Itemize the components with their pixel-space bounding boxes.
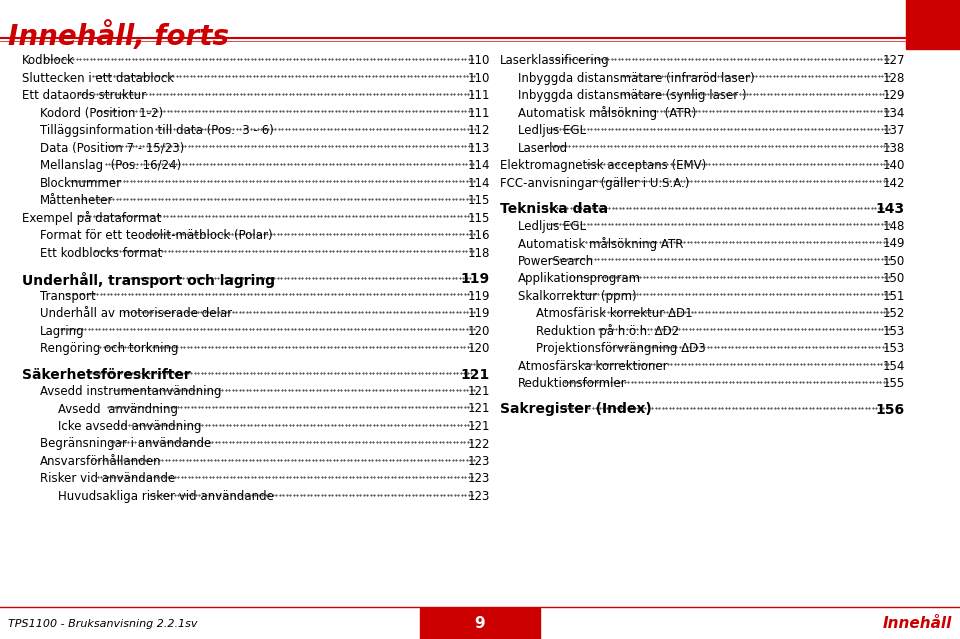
Text: 123: 123 xyxy=(468,490,490,503)
Text: 153: 153 xyxy=(883,342,905,355)
Text: Applikationsprogram: Applikationsprogram xyxy=(518,272,641,285)
Text: Mellanslag  (Pos. 16/24): Mellanslag (Pos. 16/24) xyxy=(40,159,181,172)
Text: 148: 148 xyxy=(882,220,905,233)
Text: Tilläggsinformation till data (Pos.  3 - 6): Tilläggsinformation till data (Pos. 3 - … xyxy=(40,124,274,137)
Text: Reduktionsformler: Reduktionsformler xyxy=(518,377,627,390)
Text: 110: 110 xyxy=(468,72,490,84)
Text: Automatisk målsökning  (ATR): Automatisk målsökning (ATR) xyxy=(518,107,696,121)
Text: 120: 120 xyxy=(468,325,490,337)
Text: Reduktion på h.ö.h. ΔD2: Reduktion på h.ö.h. ΔD2 xyxy=(536,325,680,339)
Text: 114: 114 xyxy=(468,159,490,172)
Text: 152: 152 xyxy=(882,307,905,320)
Text: Format för ett teodolit-mätblock (Polar): Format för ett teodolit-mätblock (Polar) xyxy=(40,229,273,242)
Text: 114: 114 xyxy=(468,176,490,190)
Text: 156: 156 xyxy=(876,403,905,417)
Text: Huvudsakliga risker vid användande: Huvudsakliga risker vid användande xyxy=(58,490,274,503)
Text: Ledljus EGL: Ledljus EGL xyxy=(518,124,587,137)
Text: Atmosfärisk korrektur ΔD1: Atmosfärisk korrektur ΔD1 xyxy=(536,307,692,320)
Text: Ett dataords struktur: Ett dataords struktur xyxy=(22,89,146,102)
Text: PowerSearch: PowerSearch xyxy=(518,254,594,268)
Text: TPS1100 - Bruksanvisning 2.2.1sv: TPS1100 - Bruksanvisning 2.2.1sv xyxy=(8,619,198,629)
Text: 120: 120 xyxy=(468,342,490,355)
Text: Risker vid användande: Risker vid användande xyxy=(40,472,176,486)
Text: 154: 154 xyxy=(882,360,905,373)
Text: Måttenheter: Måttenheter xyxy=(40,194,113,207)
Text: 128: 128 xyxy=(882,72,905,84)
Text: 151: 151 xyxy=(882,289,905,302)
Text: 111: 111 xyxy=(468,107,490,119)
Text: Skalkorrektur (ppm): Skalkorrektur (ppm) xyxy=(518,289,636,302)
Text: Atmosfärska korrektioner: Atmosfärska korrektioner xyxy=(518,360,667,373)
Bar xyxy=(906,0,960,49)
Text: 142: 142 xyxy=(882,176,905,190)
Text: FCC-anvisningar (gäller i U.S.A.): FCC-anvisningar (gäller i U.S.A.) xyxy=(500,176,689,190)
Text: Kodord (Position 1-2): Kodord (Position 1-2) xyxy=(40,107,163,119)
Bar xyxy=(420,608,540,639)
Text: 123: 123 xyxy=(468,455,490,468)
Text: 140: 140 xyxy=(882,159,905,172)
Text: Laserlod: Laserlod xyxy=(518,141,568,155)
Text: Inbyggda distansmätare (synlig laser ): Inbyggda distansmätare (synlig laser ) xyxy=(518,89,747,102)
Text: 143: 143 xyxy=(876,202,905,216)
Text: 119: 119 xyxy=(468,307,490,320)
Text: Kodblock: Kodblock xyxy=(22,54,75,67)
Text: Avsedd instrumentanvändning: Avsedd instrumentanvändning xyxy=(40,385,222,398)
Text: Begränsningar i användande: Begränsningar i användande xyxy=(40,438,211,450)
Text: 110: 110 xyxy=(468,54,490,67)
Text: 127: 127 xyxy=(882,54,905,67)
Text: Innehåll, forts: Innehåll, forts xyxy=(8,21,229,51)
Text: 9: 9 xyxy=(474,617,486,631)
Text: 153: 153 xyxy=(883,325,905,337)
Text: Data (Position 7 - 15/23): Data (Position 7 - 15/23) xyxy=(40,141,184,155)
Text: 116: 116 xyxy=(468,229,490,242)
Text: Ett kodblocks format: Ett kodblocks format xyxy=(40,247,162,259)
Text: 138: 138 xyxy=(883,141,905,155)
Text: 121: 121 xyxy=(468,420,490,433)
Text: 123: 123 xyxy=(468,472,490,486)
Text: 111: 111 xyxy=(468,89,490,102)
Text: 115: 115 xyxy=(468,212,490,224)
Text: Avsedd  användning: Avsedd användning xyxy=(58,403,178,415)
Text: 155: 155 xyxy=(883,377,905,390)
Text: 150: 150 xyxy=(883,272,905,285)
Text: 150: 150 xyxy=(883,254,905,268)
Text: 115: 115 xyxy=(468,194,490,207)
Text: Sluttecken i ett datablock: Sluttecken i ett datablock xyxy=(22,72,174,84)
Text: 119: 119 xyxy=(468,289,490,302)
Text: Underhåll, transport och lagring: Underhåll, transport och lagring xyxy=(22,272,275,288)
Text: Exempel på dataformat: Exempel på dataformat xyxy=(22,212,161,226)
Text: 137: 137 xyxy=(882,124,905,137)
Text: 121: 121 xyxy=(468,385,490,398)
Text: Underhåll av motoriserade delar: Underhåll av motoriserade delar xyxy=(40,307,232,320)
Text: Laserklassificering: Laserklassificering xyxy=(500,54,610,67)
Text: Innehåll: Innehåll xyxy=(882,617,952,631)
Text: Rengöring och torkning: Rengöring och torkning xyxy=(40,342,179,355)
Text: Säkerhetsföreskrifter: Säkerhetsföreskrifter xyxy=(22,367,191,381)
Text: Lagring: Lagring xyxy=(40,325,84,337)
Text: 121: 121 xyxy=(468,403,490,415)
Text: Elektromagnetisk acceptans (EMV): Elektromagnetisk acceptans (EMV) xyxy=(500,159,707,172)
Text: 121: 121 xyxy=(461,367,490,381)
Text: Projektionsförvrängning ΔD3: Projektionsförvrängning ΔD3 xyxy=(536,342,706,355)
Text: 118: 118 xyxy=(468,247,490,259)
Text: 129: 129 xyxy=(882,89,905,102)
Text: Blocknummer: Blocknummer xyxy=(40,176,122,190)
Text: Transport: Transport xyxy=(40,289,96,302)
Text: Inbyggda distansmätare (infraröd laser): Inbyggda distansmätare (infraröd laser) xyxy=(518,72,755,84)
Text: Ledljus EGL: Ledljus EGL xyxy=(518,220,587,233)
Text: 149: 149 xyxy=(882,237,905,250)
Text: 119: 119 xyxy=(461,272,490,286)
Text: Sakregister (Index): Sakregister (Index) xyxy=(500,403,652,417)
Text: 134: 134 xyxy=(882,107,905,119)
Text: Automatisk målsökning ATR: Automatisk målsökning ATR xyxy=(518,237,684,251)
Text: 112: 112 xyxy=(468,124,490,137)
Text: Tekniska data: Tekniska data xyxy=(500,202,608,216)
Text: 122: 122 xyxy=(468,438,490,450)
Text: Icke avsedd användning: Icke avsedd användning xyxy=(58,420,202,433)
Text: Ansvarsförhållanden: Ansvarsförhållanden xyxy=(40,455,161,468)
Text: 113: 113 xyxy=(468,141,490,155)
